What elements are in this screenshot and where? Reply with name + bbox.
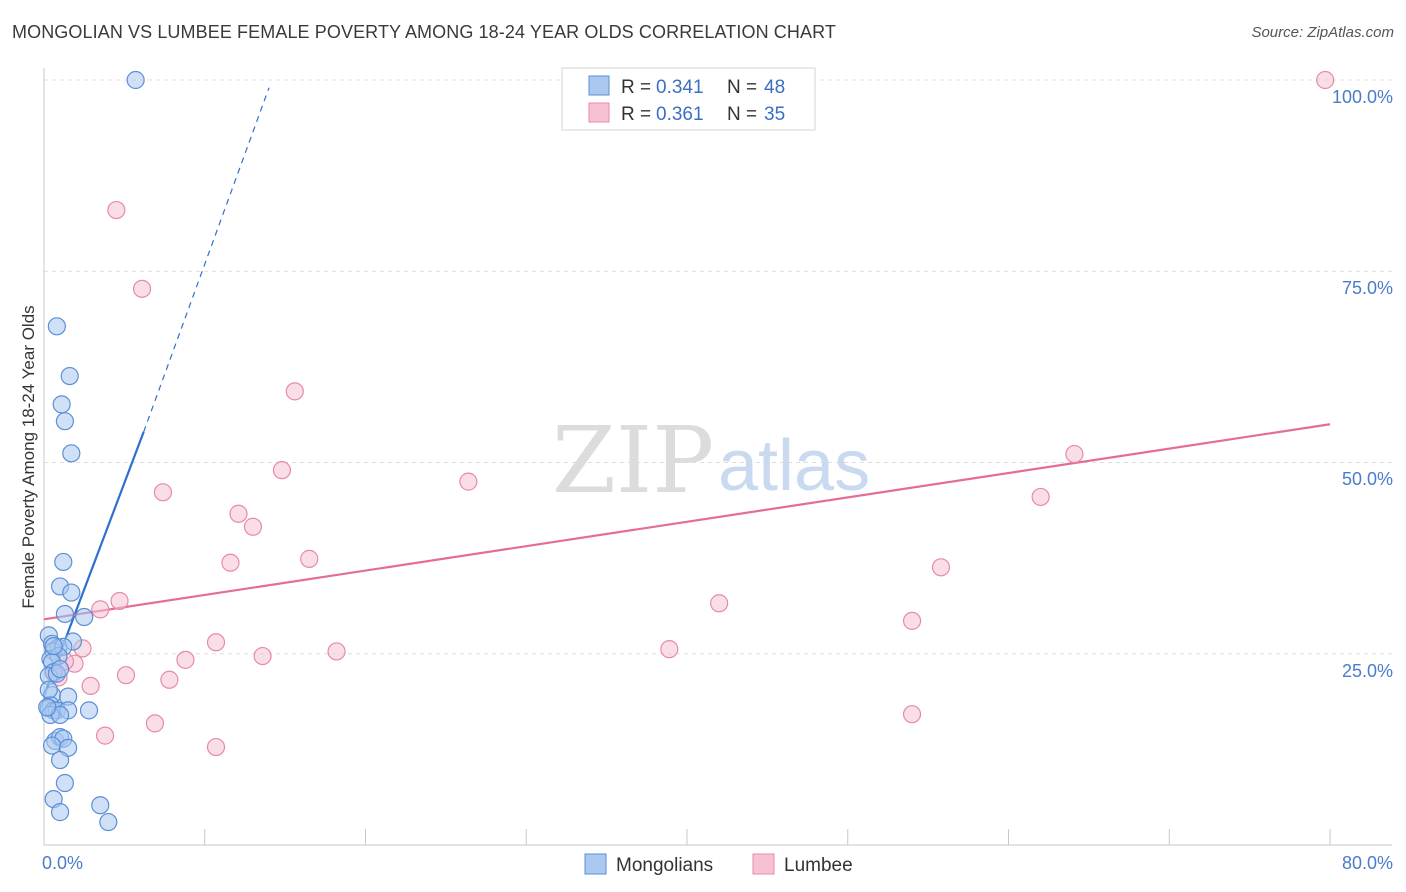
point-lumbee-31 — [206, 737, 226, 757]
point-mongolian-8 — [62, 583, 81, 602]
legend-r-value-2: 0.361 — [656, 104, 704, 125]
point-mongolian-39 — [55, 773, 74, 793]
point-lumbee-16 — [91, 600, 110, 619]
point-lumbee-18 — [206, 633, 226, 652]
point-mongolian-46 — [44, 636, 63, 656]
point-lumbee-4 — [1065, 444, 1084, 464]
point-lumbee-20 — [327, 642, 346, 661]
point-mongolian-2 — [60, 366, 79, 386]
trendlines — [42, 87, 1331, 697]
legend-r-label-2: R = — [621, 104, 651, 125]
point-lumbee-17 — [902, 611, 922, 630]
legend-n-value-2: 35 — [764, 104, 785, 125]
point-lumbee-27 — [81, 676, 100, 695]
y-tick-label-50: 50.0% — [1342, 469, 1393, 489]
watermark: ZIP atlas — [552, 407, 870, 514]
point-lumbee-15 — [710, 594, 729, 613]
legend-r-label-1: R = — [621, 77, 651, 98]
chart-title: MONGOLIAN VS LUMBEE FEMALE POVERTY AMONG… — [12, 22, 836, 42]
watermark-atlas: atlas — [718, 426, 870, 506]
point-mongolian-4 — [55, 412, 74, 431]
series-legend: Mongolians Lumbee — [584, 853, 853, 876]
trendline-lumbee — [43, 423, 1331, 621]
legend-r-value-1: 0.341 — [656, 77, 704, 98]
point-lumbee-10 — [243, 517, 263, 536]
y-tick-label-75: 75.0% — [1342, 278, 1393, 298]
point-lumbee-6 — [459, 472, 478, 491]
point-lumbee-21 — [660, 640, 679, 659]
point-lumbee-23 — [176, 650, 195, 669]
point-lumbee-9 — [229, 504, 248, 523]
point-mongolian-45 — [39, 680, 58, 699]
legend-n-label-1: N = — [727, 77, 757, 98]
point-lumbee-1 — [107, 200, 126, 220]
data-points — [38, 70, 1335, 832]
point-mongolian-47 — [50, 659, 70, 679]
point-lumbee-12 — [221, 553, 240, 572]
point-mongolian-41 — [50, 803, 70, 822]
point-lumbee-2 — [132, 279, 152, 298]
point-lumbee-7 — [153, 483, 173, 502]
point-lumbee-5 — [272, 461, 292, 480]
point-lumbee-11 — [300, 549, 319, 568]
point-mongolian-1 — [47, 317, 66, 336]
point-lumbee-14 — [110, 591, 129, 611]
point-mongolian-0 — [126, 70, 145, 90]
point-mongolian-42 — [91, 796, 110, 815]
source-credit: Source: ZipAtlas.com — [1251, 24, 1394, 41]
point-mongolian-3 — [52, 395, 71, 414]
gridlines — [44, 79, 1392, 655]
point-mongolian-9 — [55, 604, 74, 624]
legend-swatch-mongolians — [588, 75, 610, 96]
series-legend-label-lumbee: Lumbee — [784, 855, 853, 876]
point-lumbee-30 — [95, 726, 115, 745]
legend-n-label-2: N = — [727, 104, 757, 125]
stats-legend: R = 0.341 N = 48 R = 0.361 N = 35 — [561, 67, 816, 131]
legend-n-value-1: 48 — [764, 77, 785, 98]
point-lumbee-32 — [902, 705, 922, 724]
point-lumbee-8 — [1031, 487, 1050, 507]
x-ticks — [204, 829, 1331, 845]
point-mongolian-38 — [50, 750, 70, 770]
point-lumbee-3 — [285, 382, 304, 401]
point-mongolian-10 — [75, 607, 94, 627]
x-tick-label-max: 80.0% — [1342, 853, 1393, 873]
point-lumbee-22 — [253, 646, 272, 666]
y-tick-label-100: 100.0% — [1332, 87, 1393, 107]
series-legend-swatch-mongolians — [584, 853, 607, 875]
y-axis-label: Female Poverty Among 18-24 Year Olds — [19, 305, 38, 608]
point-lumbee-13 — [931, 558, 951, 577]
legend-swatch-lumbee — [588, 102, 610, 123]
point-mongolian-6 — [54, 552, 73, 572]
watermark-zip: ZIP — [552, 407, 714, 514]
y-tick-label-25: 25.0% — [1342, 661, 1393, 681]
point-mongolian-43 — [99, 812, 118, 832]
point-lumbee-25 — [116, 666, 136, 685]
point-mongolian-44 — [38, 698, 57, 717]
point-lumbee-0 — [1316, 70, 1335, 90]
series-legend-label-mongolians: Mongolians — [616, 855, 713, 876]
point-lumbee-26 — [160, 670, 179, 689]
point-mongolian-5 — [62, 444, 81, 463]
point-mongolian-30 — [79, 701, 99, 720]
series-legend-swatch-lumbee — [752, 853, 775, 875]
x-tick-label-min: 0.0% — [42, 853, 83, 873]
point-lumbee-29 — [145, 714, 165, 733]
trendline-mongolians-extension — [143, 87, 270, 433]
